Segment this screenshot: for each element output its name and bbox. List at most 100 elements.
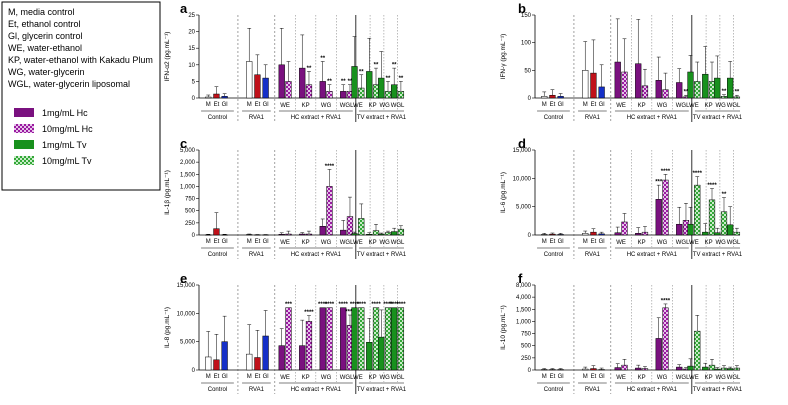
bar-hc-10mg <box>662 89 669 99</box>
significance-label: **** <box>693 171 703 177</box>
bar-hc-1mg <box>340 229 347 236</box>
x-tick-label: WGL <box>727 375 741 381</box>
group-label: HC extract + RVA1 <box>291 115 342 121</box>
y-tick-label: 2,000 <box>180 160 196 166</box>
group-label: RVA1 <box>585 115 601 121</box>
x-tick-label: KP <box>369 103 377 109</box>
bar-hc-10mg <box>285 307 292 371</box>
bar-tv-10mg <box>694 330 701 371</box>
bar-control <box>549 369 556 371</box>
bar-rva1 <box>582 233 589 236</box>
bar-tv-1mg <box>702 231 709 236</box>
x-tick-label: WG <box>321 103 332 109</box>
x-tick-label: KP <box>705 240 713 246</box>
bar-hc-1mg <box>676 223 683 236</box>
x-tick-label: WG <box>321 240 332 246</box>
y-tick-label: 500 <box>185 209 196 215</box>
bar-hc-1mg <box>655 338 662 371</box>
bar-tv-1mg <box>378 77 385 99</box>
legend-abbrev: WE, water-ethanol <box>8 43 82 53</box>
bar-tv-1mg <box>727 368 734 371</box>
x-tick-label: Et <box>591 102 597 108</box>
bar-tv-10mg <box>384 232 392 236</box>
y-tick-label: 750 <box>185 197 196 203</box>
bar-hc-1mg <box>299 345 306 371</box>
bar-tv-1mg <box>687 365 694 371</box>
x-tick-label: WG <box>715 103 726 109</box>
bar-rva1 <box>246 234 253 236</box>
y-axis-label: IL-8 (pg.mL⁻¹) <box>164 307 171 348</box>
bar-control <box>221 234 228 236</box>
x-tick-label: M <box>542 102 547 108</box>
bar-hc-1mg <box>319 307 326 371</box>
x-tick-label: M <box>206 239 211 245</box>
y-tick-label: 5,000 <box>180 340 196 346</box>
significance-label: **** <box>383 302 393 308</box>
bar-tv-10mg <box>358 87 365 99</box>
significance-label: ** <box>359 69 364 75</box>
bar-hc-10mg <box>326 186 333 236</box>
legend-series-label: 10mg/mL Hc <box>42 124 93 134</box>
bar-hc-1mg <box>319 81 326 99</box>
y-tick-label: 1,500 <box>180 172 196 178</box>
legend-abbrev: Gl, glycerin control <box>8 31 83 41</box>
significance-label: **** <box>707 183 717 189</box>
x-tick-label: WGL <box>391 240 405 246</box>
bar-control <box>549 94 556 99</box>
bar-hc-1mg <box>614 61 621 99</box>
x-tick-label: M <box>247 239 252 245</box>
group-label: RVA1 <box>585 252 601 258</box>
x-tick-label: KP <box>302 103 310 109</box>
y-tick-label: 150 <box>521 13 532 19</box>
bar-tv-10mg <box>708 81 716 99</box>
bar-control <box>549 233 556 236</box>
significance-label: *** <box>285 302 293 308</box>
group-label: Control <box>208 387 227 393</box>
bar-tv-1mg <box>351 66 358 99</box>
bar-rva1 <box>254 234 261 236</box>
bar-rva1 <box>246 353 253 371</box>
bar-control <box>221 96 228 99</box>
x-tick-label: WG <box>657 375 668 381</box>
x-tick-label: WGL <box>391 103 405 109</box>
x-tick-label: WGL <box>340 375 354 381</box>
group-label: TV extract + RVA1 <box>357 252 407 258</box>
significance-label: ** <box>386 76 391 82</box>
bar-tv-1mg <box>727 224 734 236</box>
x-tick-label: Gl <box>599 374 605 380</box>
bar-tv-10mg <box>708 364 716 371</box>
x-tick-label: M <box>583 239 588 245</box>
bar-hc-1mg <box>676 366 683 371</box>
group-label: RVA1 <box>249 115 265 121</box>
group-label: TV extract + RVA1 <box>693 252 743 258</box>
bar-rva1 <box>262 77 269 99</box>
bar-control <box>557 96 564 99</box>
x-tick-label: WE <box>616 103 626 109</box>
legend-swatch-tv10 <box>14 156 34 165</box>
y-tick-label: 15,000 <box>513 148 532 154</box>
y-tick-label: 0 <box>192 233 196 239</box>
bar-hc-1mg <box>655 80 662 99</box>
x-tick-label: M <box>542 374 547 380</box>
group-label: RVA1 <box>249 387 265 393</box>
significance-label: ** <box>348 79 353 85</box>
x-tick-label: WE <box>280 375 290 381</box>
x-tick-label: Gl <box>558 102 564 108</box>
bar-tv-1mg <box>366 341 373 371</box>
x-tick-label: KP <box>302 375 310 381</box>
bar-control <box>541 234 548 236</box>
x-tick-label: WE <box>689 103 699 109</box>
x-tick-label: M <box>542 239 547 245</box>
x-tick-label: WGL <box>676 240 690 246</box>
y-tick-label: 0 <box>528 233 532 239</box>
bar-tv-10mg <box>720 96 728 99</box>
bar-tv-1mg <box>391 231 398 236</box>
bar-rva1 <box>590 231 597 236</box>
bar-tv-1mg <box>378 233 385 236</box>
x-tick-label: Gl <box>263 102 269 108</box>
x-tick-label: M <box>247 102 252 108</box>
panel-f: 0 250 500 750 1,000 1,500 4,000 8,000 IL-10 (pg.… <box>500 271 743 394</box>
